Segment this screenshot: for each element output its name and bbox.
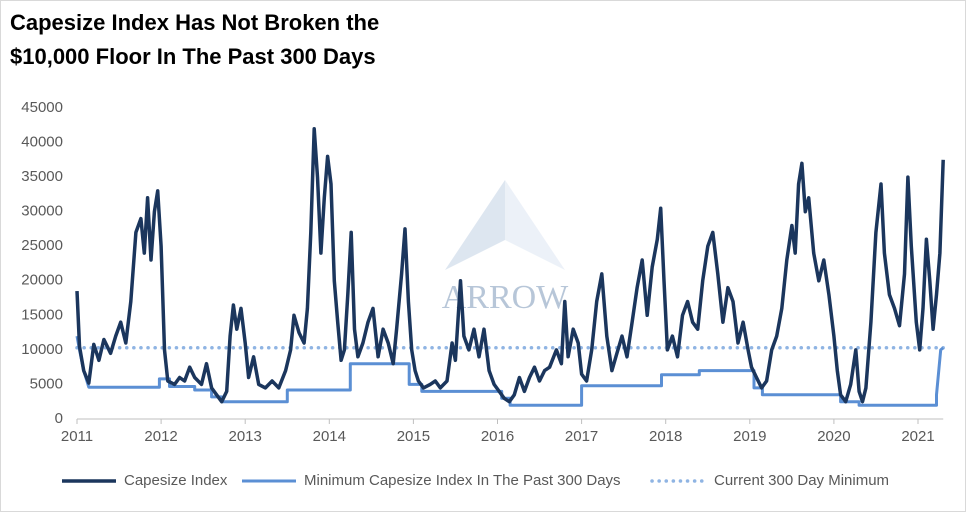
- x-tick-label: 2011: [61, 428, 93, 445]
- x-tick-label: 2013: [229, 428, 262, 445]
- y-tick-label: 40000: [21, 134, 63, 151]
- y-tick-label: 10000: [21, 341, 63, 358]
- x-tick-label: 2012: [144, 428, 177, 445]
- x-tick-label: 2019: [733, 428, 766, 445]
- y-tick-label: 5000: [30, 375, 63, 392]
- x-tick-label: 2015: [397, 428, 430, 445]
- y-tick-label: 35000: [21, 168, 63, 185]
- y-tick-label: 20000: [21, 272, 63, 289]
- x-tick-label: 2021: [901, 428, 934, 445]
- legend-label: Capesize Index: [124, 472, 228, 489]
- x-tick-label: 2020: [817, 428, 850, 445]
- y-tick-label: 15000: [21, 306, 63, 323]
- x-tick-label: 2018: [649, 428, 682, 445]
- y-tick-label: 30000: [21, 203, 63, 220]
- chart-title: $10,000 Floor In The Past 300 Days: [10, 44, 376, 69]
- series-line: [75, 126, 945, 404]
- x-tick-label: 2016: [481, 428, 514, 445]
- watermark-logo: [445, 180, 565, 270]
- legend-label: Minimum Capesize Index In The Past 300 D…: [304, 472, 621, 489]
- series-line: [75, 335, 945, 407]
- y-tick-label: 45000: [21, 99, 63, 116]
- y-tick-label: 0: [55, 410, 63, 427]
- chart-title: Capesize Index Has Not Broken the: [10, 10, 379, 35]
- x-tick-label: 2014: [313, 428, 346, 445]
- legend-label: Current 300 Day Minimum: [714, 472, 889, 489]
- x-tick-label: 2017: [565, 428, 598, 445]
- y-tick-label: 25000: [21, 237, 63, 254]
